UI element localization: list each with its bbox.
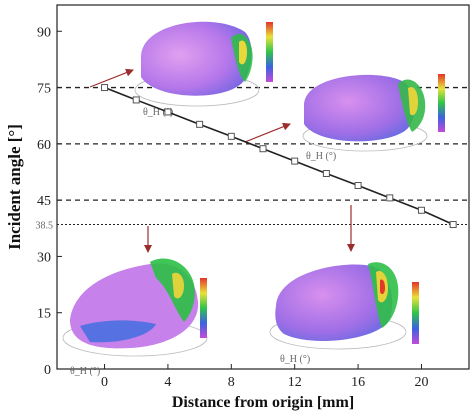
- data-point: [386, 194, 394, 202]
- y-tick-label: 15: [37, 307, 51, 322]
- data-point: [417, 206, 425, 214]
- data-point: [291, 157, 299, 165]
- data-point: [322, 169, 330, 177]
- inset-60: θ_H (°): [302, 74, 445, 162]
- plot-frame: [56, 4, 470, 370]
- data-point: [227, 132, 235, 140]
- y-tick-label: 45: [37, 194, 51, 209]
- data-point: [132, 96, 140, 104]
- series-line: [104, 86, 454, 226]
- inset-60-angle-label: θ_H (°): [306, 151, 336, 162]
- data-point: [164, 108, 172, 116]
- y-tick-label: 0: [44, 363, 51, 378]
- data-point: [101, 84, 109, 92]
- arrow-to-inset-60: [244, 122, 291, 143]
- inset-75: θ_H (°): [134, 21, 273, 118]
- axis-ticks: 0 4 8 12 16 20 0 15 30 45 60 75 90: [37, 25, 428, 390]
- x-tick-label: 0: [101, 375, 108, 390]
- data-point: [259, 145, 267, 153]
- arrow-to-inset-75: [89, 68, 134, 88]
- y-tick-label: 90: [37, 25, 51, 40]
- inset-45: θ_H (°): [62, 258, 208, 377]
- series-layer: [101, 84, 457, 229]
- y-tick-label: 75: [37, 82, 51, 97]
- y-tick-label: 30: [37, 250, 51, 265]
- x-tick-label: 8: [228, 375, 235, 390]
- inset-arrows: [89, 68, 355, 253]
- reference-line-label: 38.5: [36, 221, 54, 232]
- inset-75-angle-label: θ_H (°): [143, 107, 173, 118]
- x-tick-label: 12: [288, 375, 302, 390]
- inset-38-5-angle-label: θ_H (°): [280, 354, 310, 365]
- x-tick-label: 4: [164, 375, 171, 390]
- data-point: [354, 181, 362, 189]
- data-point: [449, 221, 457, 229]
- x-tick-label: 20: [414, 375, 428, 390]
- x-axis-label: Distance from origin [mm]: [172, 394, 354, 411]
- inset-38-5: θ_H (°): [269, 262, 419, 365]
- y-tick-label: 60: [37, 138, 51, 153]
- y-axis-label: Incident angle [°]: [5, 124, 24, 250]
- x-tick-label: 16: [351, 375, 365, 390]
- inset-45-angle-label: θ_H (°): [70, 366, 100, 377]
- data-point: [196, 120, 204, 128]
